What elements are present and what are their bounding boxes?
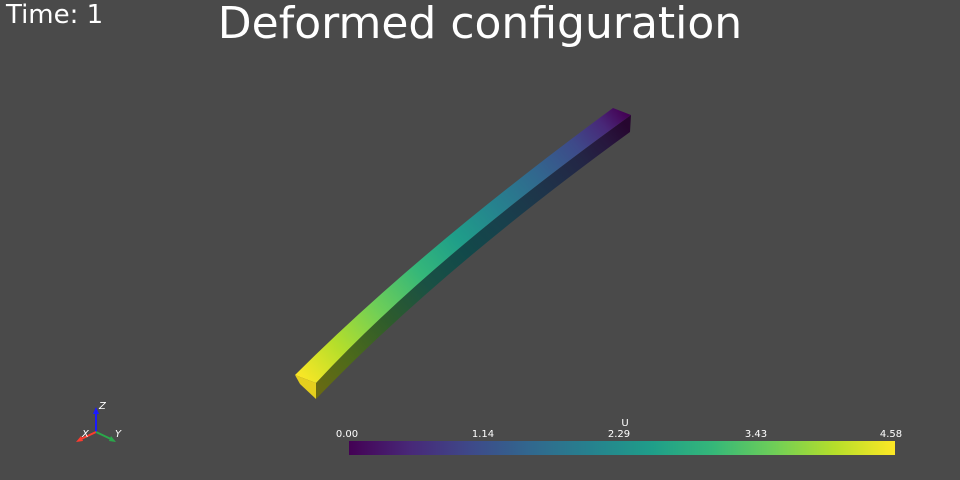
- beam-top-face: [295, 108, 631, 383]
- scalar-bar-tick: 3.43: [744, 429, 768, 440]
- scalar-bar-tick: 1.14: [471, 429, 495, 440]
- time-label: Time: 1: [6, 0, 104, 30]
- orientation-axes: Z X Y: [76, 401, 122, 442]
- scalar-bar-gradient: [349, 441, 895, 455]
- plot-title: Deformed configuration: [217, 0, 743, 49]
- z-axis-arrow-icon: [93, 407, 99, 414]
- y-axis-arrow-icon: [109, 436, 116, 442]
- beam-side-face: [316, 115, 631, 399]
- scalar-bar-tick: 2.29: [607, 429, 631, 440]
- scalar-bar-tick: 0.00: [335, 429, 359, 440]
- deformed-beam: [295, 108, 631, 399]
- scalar-bar-tick: 4.58: [879, 429, 903, 440]
- x-axis-label: X: [81, 429, 90, 440]
- scalar-bar-title: U: [621, 418, 629, 429]
- x-axis-arrow-icon: [76, 436, 83, 442]
- z-axis-label: Z: [98, 401, 107, 412]
- y-axis-label: Y: [115, 429, 122, 440]
- beam-end-face: [295, 375, 316, 399]
